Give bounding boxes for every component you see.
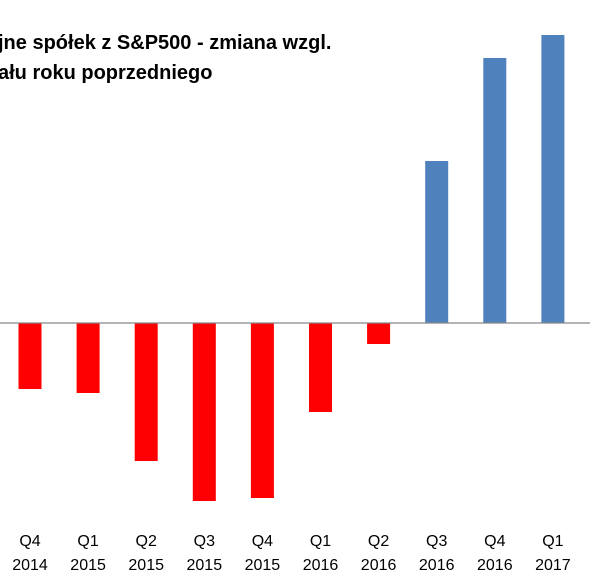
x-tick-label-5-year: 2016 [303,557,339,574]
chart-title-line-1: jne spółek z S&P500 - zmiana wzgl. [0,32,331,54]
x-tick-label-6-year: 2016 [361,557,397,574]
x-tick-label-4-year: 2015 [245,557,281,574]
bar-4 [250,323,274,498]
x-tick-label-9-quarter: Q1 [542,533,563,550]
bar-7 [425,161,449,323]
bar-5 [309,323,332,412]
chart-title-line-2: ału roku poprzedniego [0,62,212,84]
bar-series [18,35,565,501]
x-axis-tick-labels: Q4 2014 Q1 2015 Q2 2015 Q3 2015 Q4 2015 Q1 2016 Q2 20… [12,533,571,574]
x-tick-label-1-quarter: Q1 [77,533,98,550]
bar-6 [367,323,391,344]
x-tick-label-9-year: 2017 [535,557,571,574]
x-tick-label-0-quarter: Q4 [19,533,40,550]
x-tick-label-3-year: 2015 [187,557,223,574]
x-tick-label-2-year: 2015 [128,557,164,574]
bar-1 [76,323,100,393]
bar-3 [192,323,216,501]
x-tick-label-8-year: 2016 [477,557,513,574]
x-tick-label-2-quarter: Q2 [136,533,157,550]
x-tick-label-3-quarter: Q3 [194,533,215,550]
bar-8 [483,58,507,323]
bar-9 [541,35,565,323]
x-tick-label-0-year: 2014 [12,557,48,574]
x-tick-label-5-quarter: Q1 [310,533,331,550]
bar-2 [134,323,158,461]
x-tick-label-1-year: 2015 [70,557,106,574]
x-tick-label-7-quarter: Q3 [426,533,447,550]
bar-0 [18,323,42,389]
x-tick-label-4-quarter: Q4 [252,533,273,550]
x-tick-label-8-quarter: Q4 [484,533,505,550]
x-tick-label-6-quarter: Q2 [368,533,389,550]
x-tick-label-7-year: 2016 [419,557,455,574]
